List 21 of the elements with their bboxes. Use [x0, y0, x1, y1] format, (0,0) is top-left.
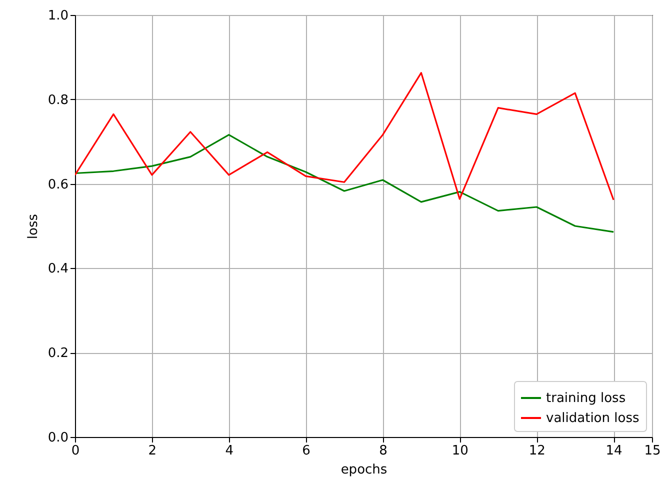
y-tick-label: 0.4: [48, 262, 68, 277]
line-series: [75, 134, 614, 233]
x-tick-label: 0: [71, 444, 80, 458]
x-tick-label: 2: [148, 444, 157, 458]
x-tick-label: 8: [379, 444, 388, 458]
x-tick-label: 14: [606, 444, 622, 458]
y-axis-title: loss: [26, 214, 41, 240]
y-tick-label: 0.8: [48, 92, 68, 108]
line-series: [75, 72, 614, 201]
y-tick-label: 0.6: [48, 177, 68, 192]
y-tick-label: 1.0: [48, 8, 68, 24]
x-tick-label: 12: [528, 444, 546, 458]
x-tick-label: 15: [644, 444, 661, 458]
y-tick-label: 0.0: [48, 430, 68, 446]
x-axis-title: epochs: [340, 462, 388, 478]
x-tick-label: 6: [302, 444, 310, 458]
legend-label: validation loss: [546, 411, 640, 426]
x-tick-label: 10: [452, 444, 468, 458]
x-tick-label: 4: [225, 444, 234, 458]
legend-label: training loss: [546, 391, 626, 406]
y-tick-label: 0.2: [48, 346, 68, 362]
